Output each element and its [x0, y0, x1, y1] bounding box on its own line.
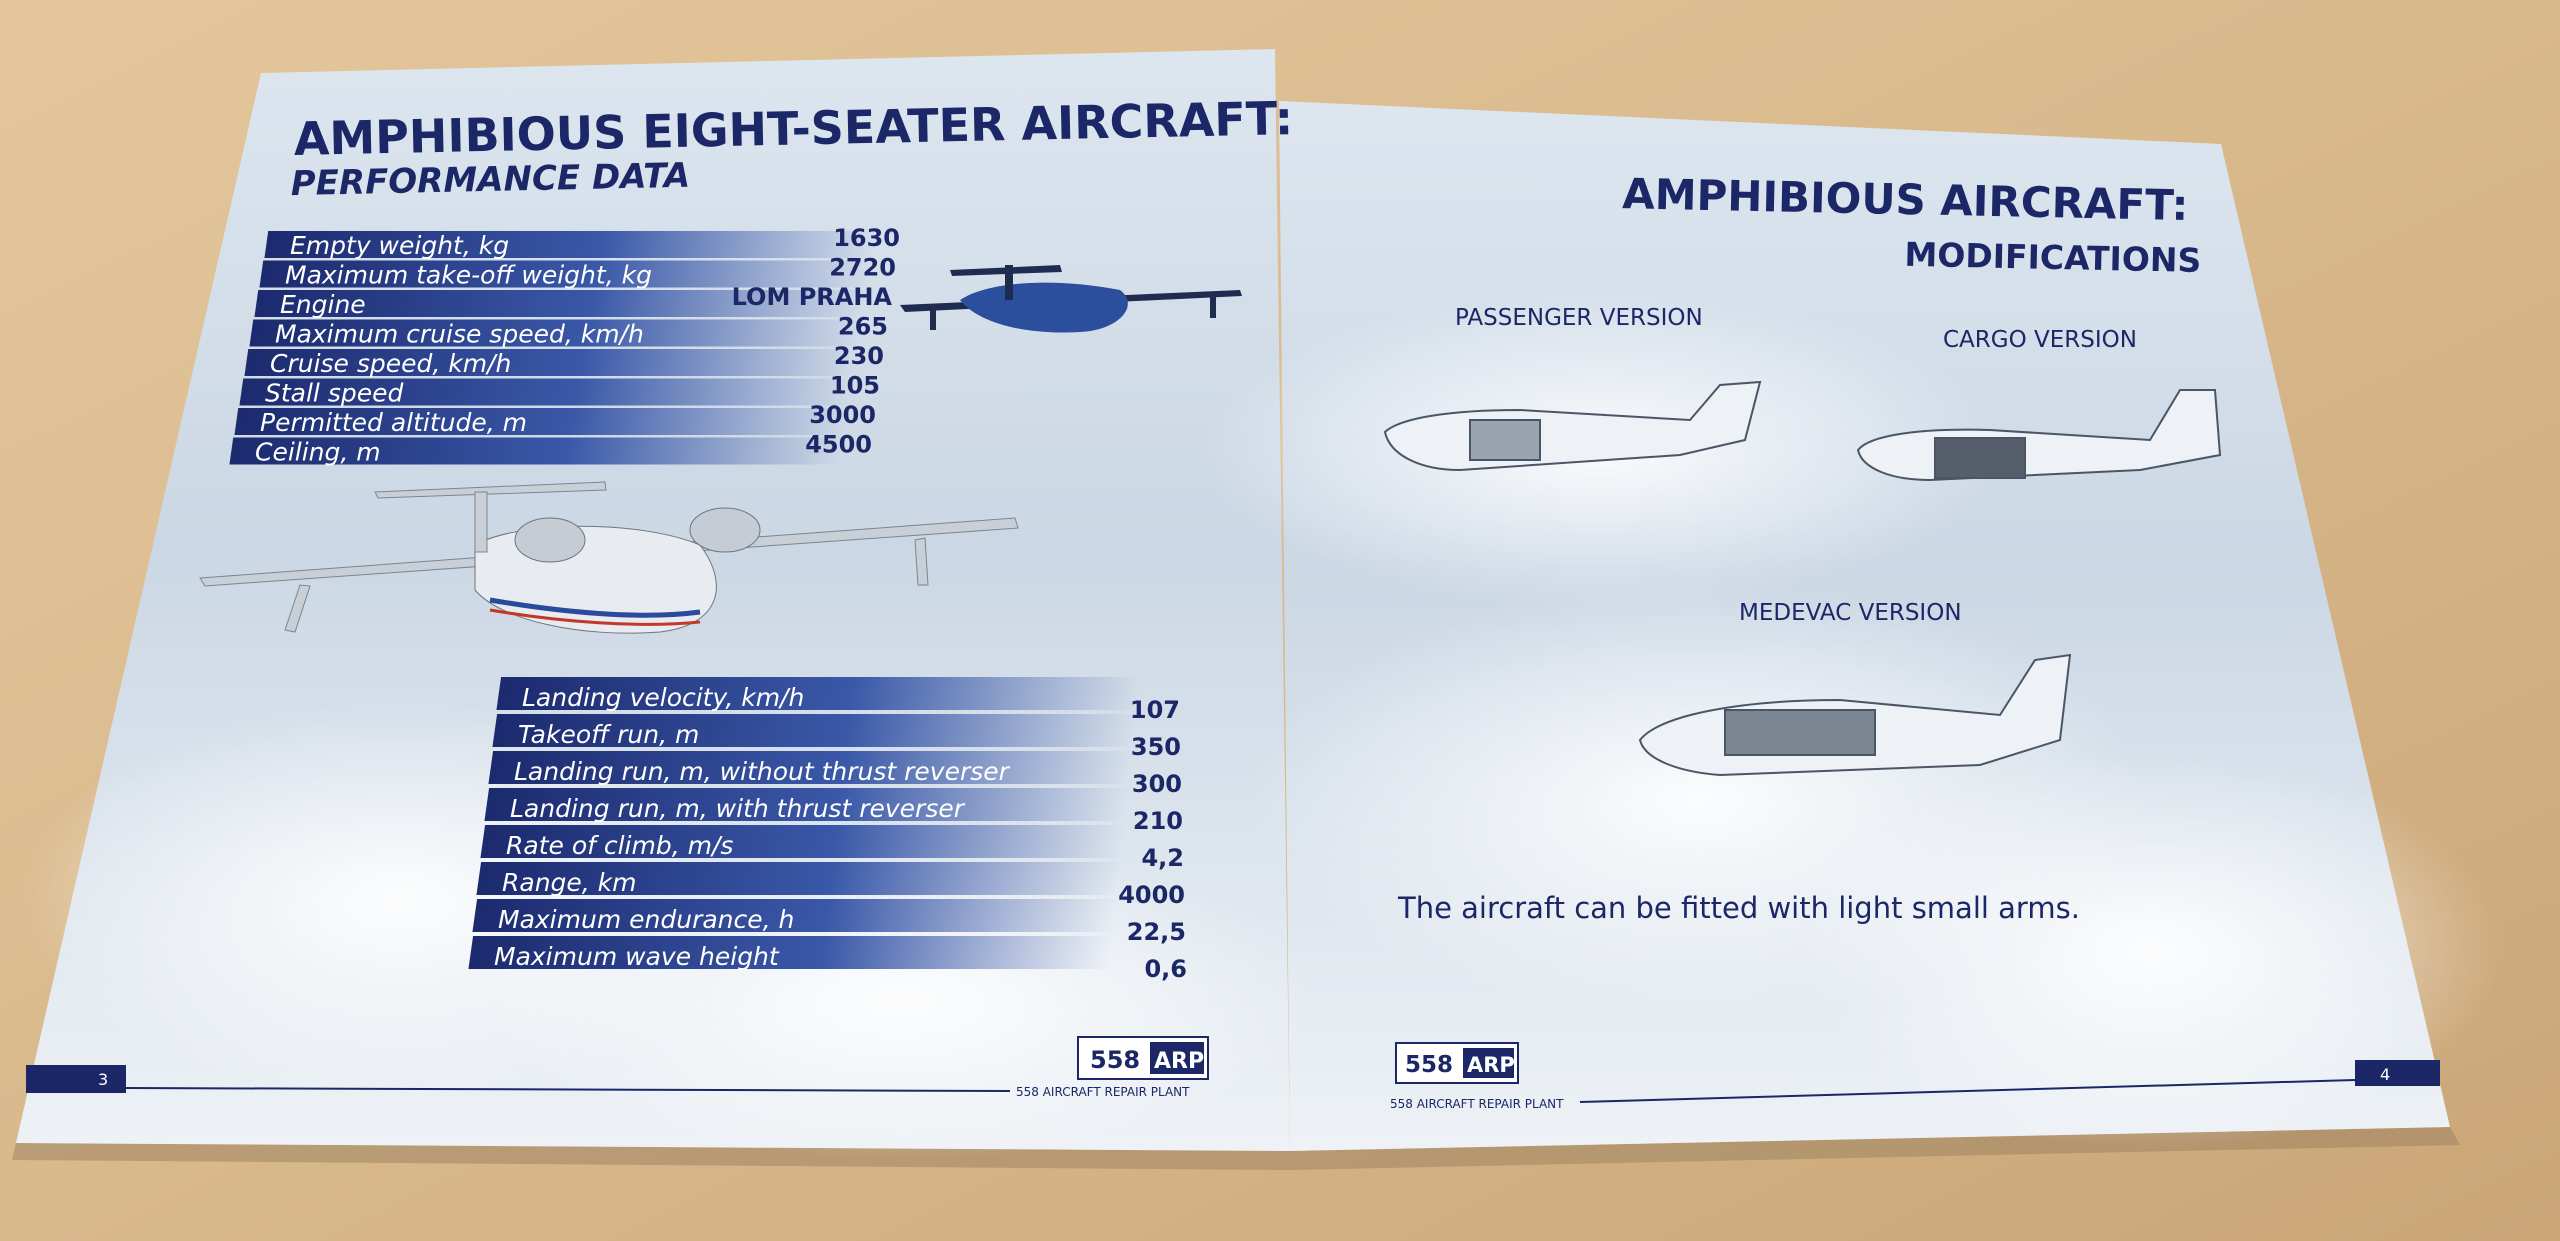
row-bar — [472, 899, 1118, 932]
footer-text: 558 AIRCRAFT REPAIR PLANT — [1390, 1097, 1564, 1111]
footer-text: 558 AIRCRAFT REPAIR PLANT — [1016, 1085, 1190, 1099]
row-value: 4500 — [805, 431, 872, 459]
logo-text: ARP — [1467, 1053, 1515, 1077]
cargo-drawing — [1856, 389, 2222, 482]
row-bar — [229, 437, 844, 465]
logo-text: ARP — [1154, 1049, 1204, 1074]
row-value: 230 — [834, 342, 884, 370]
subtitle: PERFORMANCE DATA — [290, 156, 690, 204]
table-row: Landing run, m, without thrust reverser 3… — [488, 751, 1182, 798]
row-value: 107 — [1130, 696, 1180, 724]
row-bar — [234, 408, 849, 435]
row-value: 265 — [838, 313, 888, 341]
table-row: Landing run, m, with thrust reverser 210 — [484, 788, 1183, 835]
row-value: 210 — [1133, 807, 1183, 835]
row-label: Empty weight, kg — [290, 231, 509, 260]
performance-table-bottom: Landing velocity, km/h 107 Takeoff run, m 3… — [468, 677, 1187, 983]
row-bar — [496, 677, 1142, 710]
version-label: CARGO VERSION — [1943, 327, 2137, 353]
table-row: Maximum endurance, h 22,5 — [472, 899, 1186, 946]
row-label: Permitted altitude, m — [260, 408, 527, 437]
table-row: Stall speed 105 — [239, 372, 880, 408]
logo-number: 558 — [1405, 1052, 1453, 1078]
row-label: Range, km — [502, 868, 637, 897]
page-shadow — [12, 1127, 2460, 1170]
plane-photo-small — [900, 265, 1242, 333]
row-value: 350 — [1131, 733, 1181, 761]
row-bar — [259, 260, 874, 288]
logo: 558 ARP — [1395, 1042, 1519, 1084]
plane-photo-large — [199, 481, 1019, 634]
row-label: Engine — [280, 290, 366, 319]
row-bar — [488, 751, 1134, 784]
row-bar — [492, 714, 1138, 747]
row-value: 1630 — [833, 224, 900, 252]
row-bar — [476, 862, 1122, 895]
row-value: 2720 — [829, 254, 896, 282]
row-value: 0,6 — [1144, 955, 1187, 983]
table-row: Range, km 4000 — [476, 862, 1185, 909]
row-label: Maximum take-off weight, kg — [285, 261, 652, 290]
page-number-tab — [2355, 1060, 2440, 1086]
row-bar — [239, 378, 854, 406]
row-value: 3000 — [809, 401, 876, 429]
row-label: Landing run, m, without thrust reverser — [514, 757, 1011, 786]
row-bar — [484, 788, 1130, 821]
row-bar — [244, 349, 859, 376]
note: The aircraft can be fitted with light sm… — [1397, 891, 2080, 925]
row-bar — [254, 290, 869, 317]
row-label: Landing velocity, km/h — [522, 683, 804, 712]
row-bar — [264, 231, 879, 258]
footer-rule — [125, 1087, 1011, 1092]
row-label: Takeoff run, m — [518, 720, 699, 749]
logo: 558 ARP — [1077, 1036, 1209, 1080]
table-row: Permitted altitude, m 3000 — [234, 401, 876, 437]
table-row: Rate of climb, m/s 4,2 — [480, 825, 1184, 872]
row-label: Maximum endurance, h — [498, 905, 794, 934]
row-label: Cruise speed, km/h — [270, 349, 511, 378]
row-value: 4000 — [1118, 881, 1185, 909]
title: AMPHIBIOUS AIRCRAFT: — [1622, 169, 2189, 230]
row-label: Stall speed — [265, 379, 403, 408]
table-row: Takeoff run, m 350 — [492, 714, 1181, 761]
passenger-drawing — [1383, 380, 1762, 472]
row-bar — [480, 825, 1126, 858]
row-bar — [249, 319, 864, 347]
row-value: 4,2 — [1141, 844, 1184, 872]
footer-rule — [1579, 1079, 2356, 1103]
row-value: 105 — [830, 372, 880, 400]
table-row: Landing velocity, km/h 107 — [496, 677, 1180, 724]
subtitle: MODIFICATIONS — [1904, 235, 2202, 280]
page-number: 4 — [2380, 1065, 2390, 1084]
page-number-tab — [26, 1065, 126, 1093]
table-row: Maximum take-off weight, kg 2720 — [259, 254, 896, 290]
row-value: 300 — [1132, 770, 1182, 798]
row-label: Rate of climb, m/s — [506, 831, 733, 860]
page-number: 3 — [98, 1070, 108, 1089]
row-label: Maximum cruise speed, km/h — [275, 320, 644, 349]
row-value: 22,5 — [1127, 918, 1186, 946]
medevac-drawing — [1638, 653, 2072, 777]
row-label: Landing run, m, with thrust reverser — [510, 794, 966, 823]
table-row: Empty weight, kg 1630 — [264, 224, 900, 260]
table-row: Cruise speed, km/h 230 — [244, 342, 884, 378]
row-value: LOM PRAHA — [732, 283, 893, 311]
row-bar — [468, 936, 1114, 969]
logo-number: 558 — [1090, 1046, 1140, 1074]
table-row: Ceiling, m 4500 — [229, 431, 872, 467]
table-row: Maximum cruise speed, km/h 265 — [249, 313, 888, 349]
table-row: Engine LOM PRAHA — [254, 283, 892, 319]
version-label: MEDEVAC VERSION — [1739, 600, 1962, 626]
version-label: PASSENGER VERSION — [1455, 305, 1703, 331]
table-row: Maximum wave height 0,6 — [468, 936, 1187, 983]
row-label: Ceiling, m — [255, 438, 381, 467]
row-label: Maximum wave height — [494, 942, 780, 971]
